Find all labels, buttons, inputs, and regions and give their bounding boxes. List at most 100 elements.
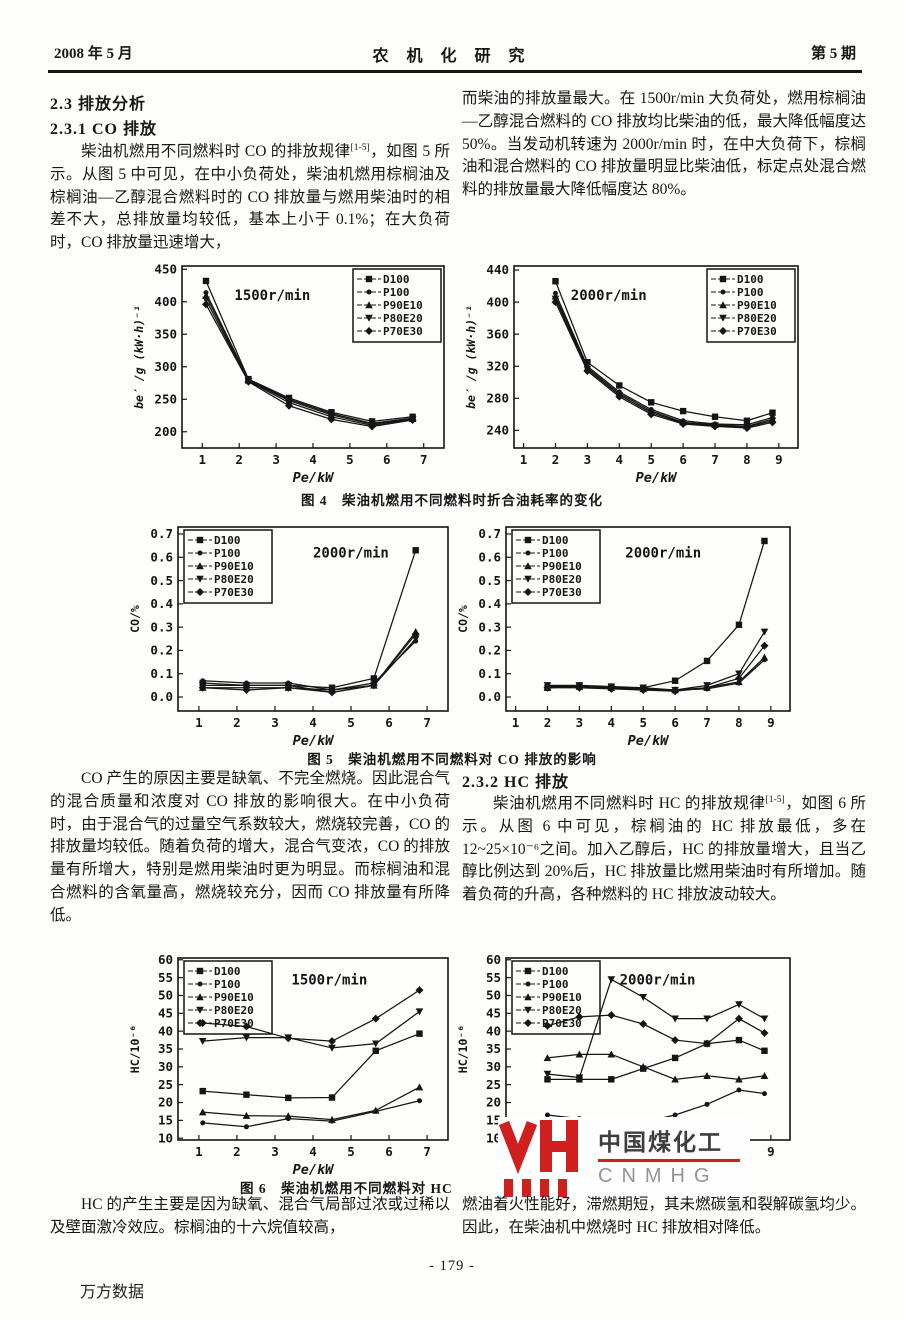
svg-text:0.3: 0.3 [478, 619, 501, 634]
svg-text:0.7: 0.7 [478, 526, 501, 541]
svg-text:P80E20: P80E20 [214, 1004, 254, 1017]
svg-text:2000r/min: 2000r/min [571, 288, 647, 304]
svg-text:0.0: 0.0 [478, 689, 501, 704]
svg-text:45: 45 [158, 1006, 173, 1021]
svg-text:4: 4 [309, 452, 317, 467]
svg-text:50: 50 [158, 988, 173, 1003]
fig4-chart-1500rpm: 1 2 3 4 5 6 7 200 250 300 350 400 450 be′ /g (kW·h)⁻¹… [132, 258, 456, 491]
svg-text:20: 20 [486, 1095, 501, 1110]
svg-text:P100: P100 [214, 978, 241, 991]
svg-text:3: 3 [271, 715, 279, 730]
svg-text:9: 9 [767, 1144, 775, 1159]
svg-text:Pe/kW: Pe/kW [293, 470, 336, 486]
paragraph-hc-cause: HC 的产生主要是因为缺氧、混合气局部过浓或过稀以及壁面激冷效应。棕榈油的十六烷… [50, 1196, 450, 1236]
section-2-3-heading: 2.3 排放分析 [50, 96, 147, 113]
svg-text:1: 1 [520, 452, 528, 467]
svg-text:P80E20: P80E20 [383, 312, 423, 325]
svg-text:2: 2 [235, 452, 243, 467]
svg-text:5: 5 [347, 715, 355, 730]
svg-text:280: 280 [486, 390, 509, 405]
svg-text:4: 4 [616, 452, 624, 467]
svg-text:1: 1 [195, 715, 203, 730]
svg-text:350: 350 [154, 326, 177, 341]
header-date: 2008 年 5 月 [54, 46, 133, 62]
svg-text:4: 4 [608, 715, 616, 730]
fig5-chart-left: 1 2 3 4 5 6 7 0.0 0.1 0.2 0.3 0.4 0.5 0.6 0.7 CO/% Pe/kW… [128, 519, 460, 754]
svg-text:1: 1 [512, 715, 520, 730]
svg-text:P70E30: P70E30 [383, 325, 423, 338]
svg-text:1500r/min: 1500r/min [291, 973, 367, 989]
svg-text:P90E10: P90E10 [214, 560, 254, 573]
svg-text:200: 200 [154, 424, 177, 439]
svg-text:D100: D100 [737, 273, 764, 286]
svg-text:440: 440 [486, 262, 509, 277]
svg-text:60: 60 [486, 952, 501, 967]
svg-text:7: 7 [703, 715, 711, 730]
svg-text:P80E20: P80E20 [542, 573, 582, 586]
svg-text:P90E10: P90E10 [383, 299, 423, 312]
svg-text:50: 50 [486, 988, 501, 1003]
svg-text:P90E10: P90E10 [214, 991, 254, 1004]
svg-text:20: 20 [158, 1095, 173, 1110]
svg-text:Pe/kW: Pe/kW [293, 1162, 336, 1178]
paragraph-co-continued: 而柴油的排放量最大。在 1500r/min 大负荷处，燃用棕榈油—乙醇混合燃料的… [462, 90, 866, 199]
svg-text:P90E10: P90E10 [737, 299, 777, 312]
svg-text:P70E30: P70E30 [542, 1017, 582, 1030]
svg-text:P80E20: P80E20 [737, 312, 777, 325]
svg-text:2: 2 [544, 715, 552, 730]
fig6-caption: 图 6 柴油机燃用不同燃料对 HC [240, 1181, 453, 1196]
svg-text:0.2: 0.2 [478, 643, 501, 658]
svg-text:CO/%: CO/% [128, 605, 142, 633]
svg-text:15: 15 [486, 1113, 501, 1128]
svg-text:320: 320 [486, 358, 509, 373]
svg-text:Pe/kW: Pe/kW [628, 733, 671, 749]
svg-text:35: 35 [486, 1041, 501, 1056]
svg-text:9: 9 [767, 715, 775, 730]
svg-text:be′ /g (kW·h)⁻¹: be′ /g (kW·h)⁻¹ [464, 305, 478, 409]
svg-text:3: 3 [584, 452, 592, 467]
svg-text:400: 400 [486, 294, 509, 309]
svg-text:CO/%: CO/% [456, 605, 470, 633]
svg-text:1: 1 [195, 1144, 203, 1159]
svg-text:240: 240 [486, 423, 509, 438]
paragraph-co-intro: 柴油机燃用不同燃料时 CO 的排放规律[1-5]，如图 5 所示。从图 5 中可… [50, 141, 450, 252]
svg-text:HC/10⁻⁶: HC/10⁻⁶ [456, 1025, 470, 1073]
svg-text:6: 6 [383, 452, 391, 467]
svg-text:60: 60 [158, 952, 173, 967]
svg-text:P70E30: P70E30 [214, 586, 254, 599]
fig5-caption: 图 5 柴油机燃用不同燃料对 CO 排放的影响 [307, 752, 597, 767]
journal-title: 农 机 化 研 究 [372, 48, 532, 65]
svg-text:2: 2 [233, 715, 241, 730]
svg-text:P100: P100 [214, 547, 241, 560]
svg-text:0.1: 0.1 [478, 666, 501, 681]
svg-text:10: 10 [486, 1130, 501, 1145]
svg-text:D100: D100 [542, 965, 569, 978]
svg-text:P90E10: P90E10 [542, 560, 582, 573]
fig4-caption: 图 4 柴油机燃用不同燃料时折合油耗率的变化 [300, 493, 604, 508]
fig4-chart-2000rpm: 1 2 3 4 5 6 7 8 9 240 280 320 360 400 440 be′ /g (kW·h)… [464, 258, 810, 491]
svg-text:8: 8 [743, 452, 751, 467]
svg-text:25: 25 [486, 1077, 501, 1092]
svg-text:2000r/min: 2000r/min [625, 545, 701, 561]
svg-text:40: 40 [486, 1023, 501, 1038]
svg-text:Pe/kW: Pe/kW [636, 470, 679, 486]
fig5-chart-right: 1 2 3 4 5 6 7 8 9 0.0 0.1 0.2 0.3 0.4 0.5 0.6 0.7 CO/% Pe/… [456, 519, 802, 754]
svg-text:0.0: 0.0 [150, 689, 173, 704]
svg-text:1: 1 [199, 452, 207, 467]
svg-text:9: 9 [775, 452, 783, 467]
svg-text:0.1: 0.1 [150, 666, 173, 681]
section-2-3-2-heading: 2.3.2 HC 排放 [462, 774, 570, 791]
svg-text:10: 10 [158, 1130, 173, 1145]
fig6-chart-1500rpm: 1 2 3 4 5 6 7 10 15 20 25 30 35 40 45 50 55 60 HC/10⁻⁶ Pe/k… [128, 950, 460, 1183]
svg-text:0.6: 0.6 [150, 549, 173, 564]
watermark-cnmhg: 中国煤化工 CNMHG [498, 1117, 750, 1199]
svg-text:45: 45 [486, 1006, 501, 1021]
svg-text:0.5: 0.5 [478, 573, 501, 588]
svg-text:6: 6 [679, 452, 687, 467]
svg-text:35: 35 [158, 1041, 173, 1056]
svg-text:D100: D100 [214, 534, 241, 547]
watermark-text: 中国煤化工 CNMHG [598, 1117, 740, 1188]
watermark-line2: CNMHG [598, 1165, 719, 1187]
svg-text:0.5: 0.5 [150, 573, 173, 588]
